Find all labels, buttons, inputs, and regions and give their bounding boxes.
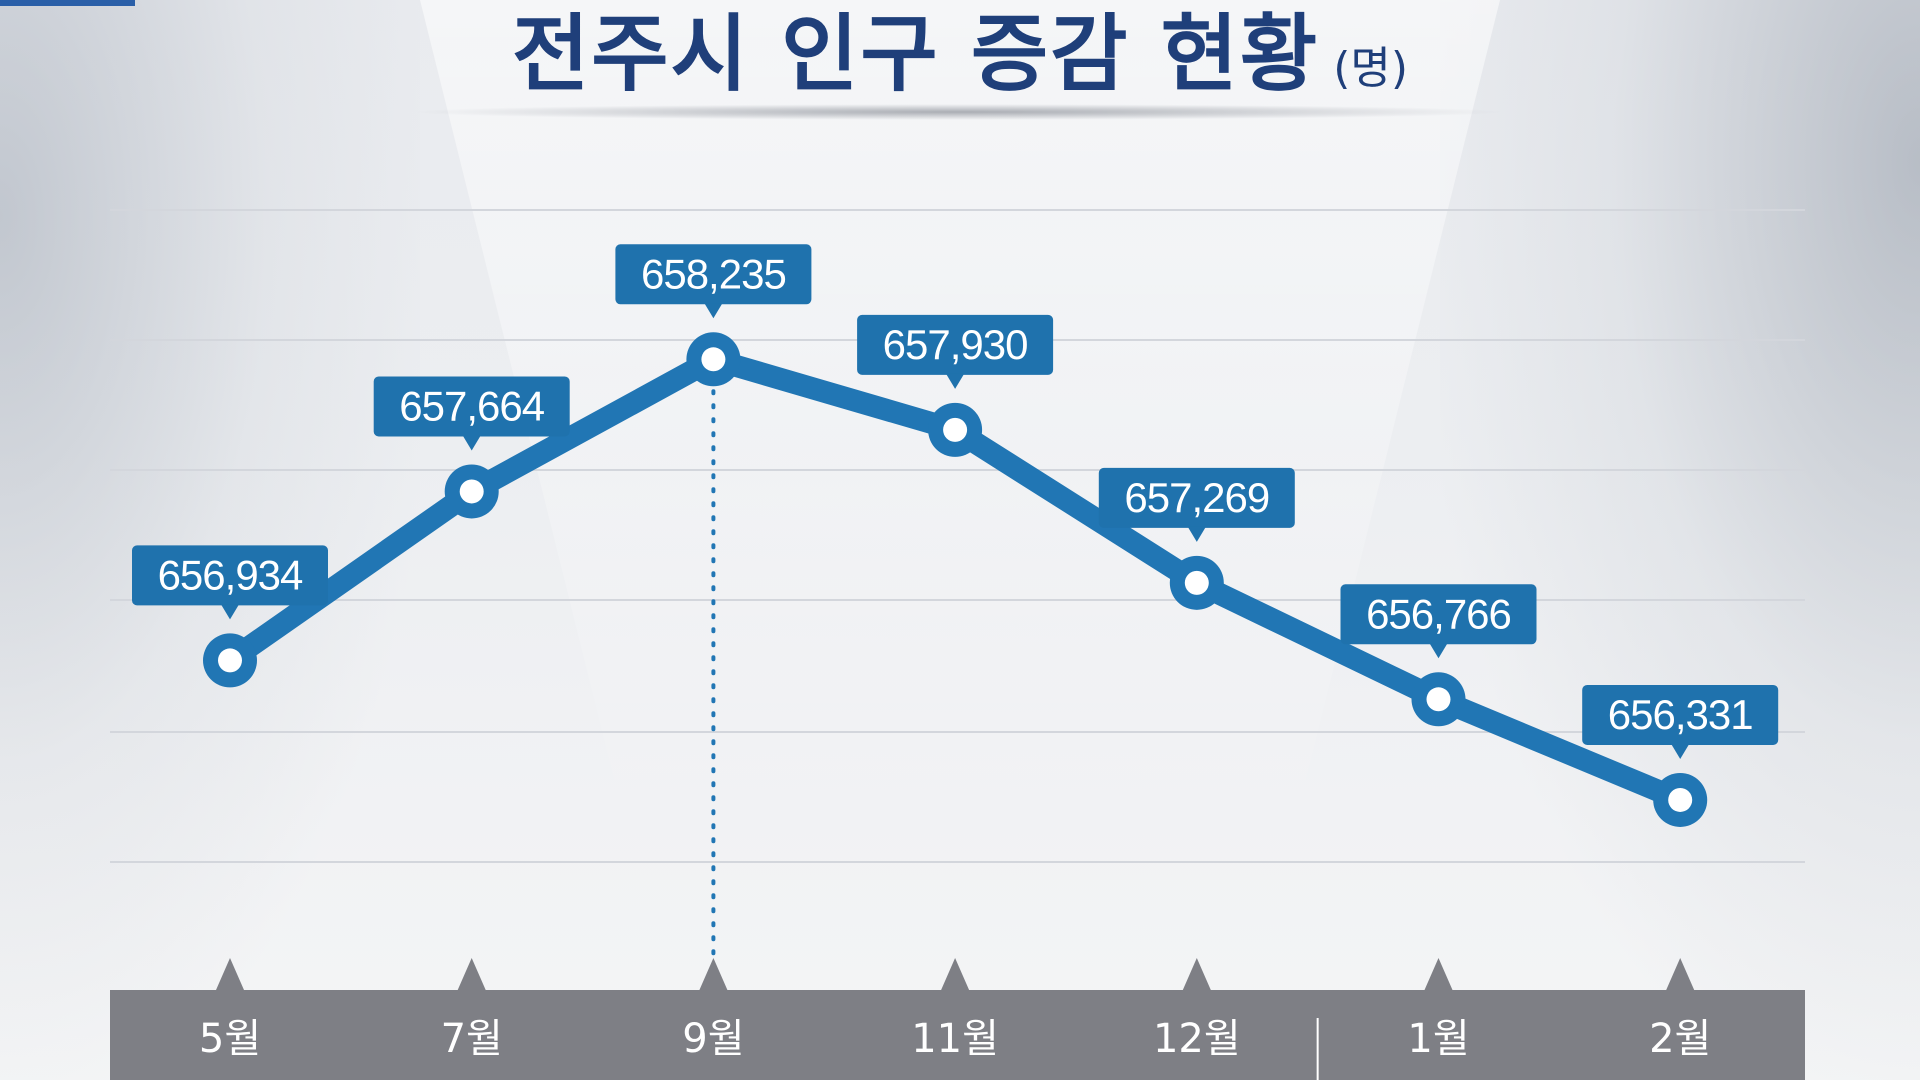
x-tick-0 bbox=[216, 958, 244, 990]
x-axis-bar bbox=[110, 990, 1805, 1080]
data-label-pointer-5 bbox=[1429, 643, 1448, 659]
data-label-pointer-2 bbox=[704, 303, 723, 319]
data-point-center-5 bbox=[1426, 687, 1451, 712]
data-label-box-3 bbox=[857, 314, 1054, 375]
data-label-5: 656,766 bbox=[1366, 590, 1511, 637]
title-underline-shadow bbox=[410, 104, 1510, 120]
data-label-6: 656,331 bbox=[1608, 691, 1753, 738]
x-label-1: 7월 bbox=[441, 1016, 503, 1062]
data-point-center-0 bbox=[218, 648, 242, 673]
data-label-4: 657,269 bbox=[1124, 474, 1269, 521]
data-label-pointer-1 bbox=[462, 435, 481, 451]
data-label-box-5 bbox=[1340, 584, 1537, 645]
data-point-center-3 bbox=[943, 417, 968, 442]
x-tick-6 bbox=[1666, 958, 1695, 990]
data-label-box-2 bbox=[615, 244, 812, 305]
data-label-pointer-0 bbox=[221, 604, 239, 620]
data-point-center-4 bbox=[1184, 570, 1209, 595]
x-tick-1 bbox=[457, 958, 486, 990]
chart-unit: (명) bbox=[1333, 43, 1409, 94]
corner-tab bbox=[0, 0, 135, 6]
x-tick-4 bbox=[1182, 958, 1211, 990]
x-tick-3 bbox=[941, 958, 970, 990]
data-point-center-2 bbox=[701, 347, 726, 372]
data-label-box-4 bbox=[1098, 467, 1295, 528]
data-label-3: 657,930 bbox=[883, 321, 1028, 368]
x-label-4: 12월 bbox=[1153, 1016, 1241, 1062]
background-haze-right bbox=[1440, 0, 1920, 1080]
data-label-0: 656,934 bbox=[158, 551, 303, 598]
x-label-5: 1월 bbox=[1407, 1016, 1469, 1062]
data-label-box-0 bbox=[132, 545, 328, 606]
data-label-pointer-4 bbox=[1187, 526, 1206, 542]
x-label-2: 9월 bbox=[682, 1016, 744, 1062]
x-tick-2 bbox=[699, 958, 728, 990]
data-label-pointer-6 bbox=[1671, 743, 1690, 759]
data-label-1: 657,664 bbox=[399, 382, 544, 429]
x-tick-5 bbox=[1424, 958, 1453, 990]
data-label-box-6 bbox=[1582, 684, 1779, 745]
x-label-3: 11월 bbox=[911, 1016, 999, 1062]
data-label-2: 658,235 bbox=[641, 250, 786, 297]
chart-title: 전주시 인구 증감 현황 bbox=[511, 5, 1320, 103]
data-label-pointer-3 bbox=[946, 373, 965, 389]
x-label-0: 5월 bbox=[199, 1016, 261, 1062]
x-label-6: 2월 bbox=[1649, 1016, 1711, 1062]
data-point-center-6 bbox=[1668, 787, 1693, 812]
background-haze-left bbox=[0, 0, 420, 1080]
data-point-center-1 bbox=[459, 479, 484, 504]
data-label-box-1 bbox=[373, 376, 570, 437]
title-area: 전주시 인구 증감 현황 (명) bbox=[0, 4, 1920, 104]
